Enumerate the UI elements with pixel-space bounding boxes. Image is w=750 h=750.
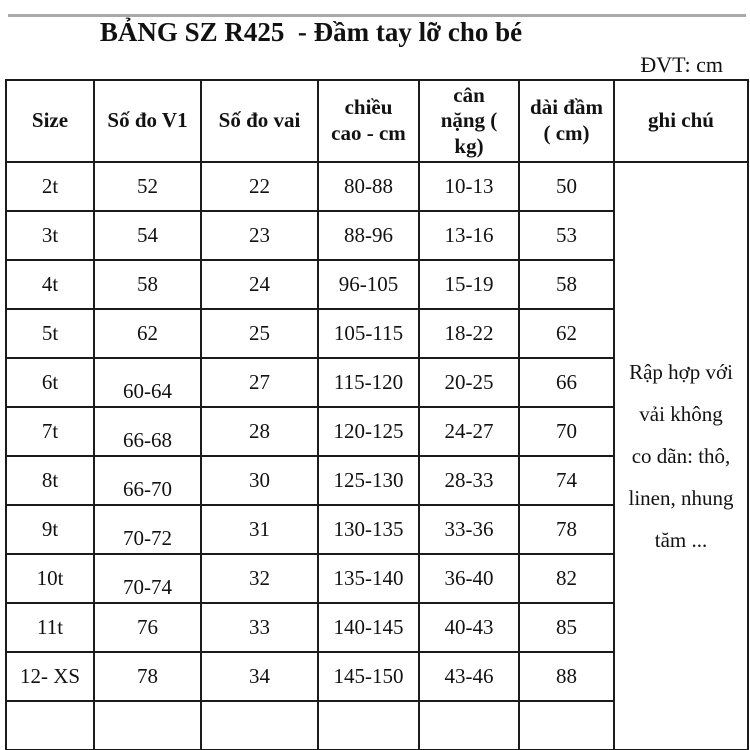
v1-cell: 62 [93, 308, 202, 359]
empty-cell [317, 700, 420, 750]
height-cell: 96-105 [317, 259, 420, 310]
col-header-notes: ghi chú [613, 79, 749, 163]
size-cell: 3t [5, 210, 95, 261]
height-cell: 88-96 [317, 210, 420, 261]
length-cell: 53 [518, 210, 615, 261]
shoulder-cell: 32 [200, 553, 319, 604]
col-header-v1: Số đo V1 [93, 79, 202, 163]
length-cell: 85 [518, 602, 615, 653]
v1-cell: 66-70 [93, 455, 202, 506]
weight-cell: 43-46 [418, 651, 520, 702]
page-title: BẢNG SZ R425 - Đầm tay lỡ cho bé [99, 17, 523, 47]
height-cell: 130-135 [317, 504, 420, 555]
weight-cell: 40-43 [418, 602, 520, 653]
height-cell: 135-140 [317, 553, 420, 604]
length-cell: 82 [518, 553, 615, 604]
shoulder-cell: 33 [200, 602, 319, 653]
height-cell: 105-115 [317, 308, 420, 359]
empty-cell [5, 700, 95, 750]
height-cell: 145-150 [317, 651, 420, 702]
height-cell: 115-120 [317, 357, 420, 408]
weight-cell: 36-40 [418, 553, 520, 604]
size-cell: 6t [5, 357, 95, 408]
shoulder-cell: 31 [200, 504, 319, 555]
table-row: 2t 52 22 80-88 10-13 50 Rập hợp với vải … [5, 161, 749, 750]
size-cell: 5t [5, 308, 95, 359]
v1-cell: 76 [93, 602, 202, 653]
weight-cell: 24-27 [418, 406, 520, 457]
table-row: 10t 70-74 32 135-140 36-40 82 [5, 553, 748, 604]
weight-cell: 13-16 [418, 210, 520, 261]
table-row: 12- XS 78 34 145-150 43-46 88 [5, 651, 748, 702]
size-cell: 9t [5, 504, 95, 555]
shoulder-cell: 22 [200, 161, 319, 212]
size-cell: 10t [5, 553, 95, 604]
col-header-weight: cân nặng ( kg) [418, 79, 520, 163]
v1-cell: 58 [93, 259, 202, 310]
weight-cell: 20-25 [418, 357, 520, 408]
height-cell: 140-145 [317, 602, 420, 653]
top-divider-line [8, 14, 746, 17]
notes-cell: Rập hợp với vải không co dãn: thô, linen… [613, 161, 749, 750]
length-cell: 58 [518, 259, 615, 310]
size-cell: 12- XS [5, 651, 95, 702]
table-row: 9t 70-72 31 130-135 33-36 78 [5, 504, 748, 555]
table-row: 8t 66-70 30 125-130 28-33 74 [5, 455, 748, 506]
shoulder-cell: 34 [200, 651, 319, 702]
v1-cell: 52 [93, 161, 202, 212]
size-cell: 4t [5, 259, 95, 310]
empty-cell [200, 700, 319, 750]
weight-cell: 18-22 [418, 308, 520, 359]
size-cell: 2t [5, 161, 95, 212]
weight-cell: 28-33 [418, 455, 520, 506]
col-header-shoulder: Số đo vai [200, 79, 319, 163]
v1-cell: 54 [93, 210, 202, 261]
height-cell: 80-88 [317, 161, 420, 212]
length-cell: 50 [518, 161, 615, 212]
col-header-dress-length: dài đầm ( cm) [518, 79, 615, 163]
shoulder-cell: 25 [200, 308, 319, 359]
size-cell: 11t [5, 602, 95, 653]
table-row: 11t 76 33 140-145 40-43 85 [5, 602, 748, 653]
col-header-size: Size [5, 79, 95, 163]
empty-cell [518, 700, 615, 750]
empty-row [5, 700, 748, 750]
v1-cell: 66-68 [93, 406, 202, 457]
weight-cell: 15-19 [418, 259, 520, 310]
empty-cell [93, 700, 202, 750]
shoulder-cell: 28 [200, 406, 319, 457]
v1-cell: 78 [93, 651, 202, 702]
table-row: 7t 66-68 28 120-125 24-27 70 [5, 406, 748, 457]
col-header-height: chiều cao - cm [317, 79, 420, 163]
header-row: Size Số đo V1 Số đo vai chiều cao - cm c… [5, 79, 749, 163]
table-row: 4t 58 24 96-105 15-19 58 [5, 259, 748, 310]
height-cell: 125-130 [317, 455, 420, 506]
shoulder-cell: 27 [200, 357, 319, 408]
weight-cell: 10-13 [418, 161, 520, 212]
size-cell: 7t [5, 406, 95, 457]
empty-cell [418, 700, 520, 750]
size-table: Size Số đo V1 Số đo vai chiều cao - cm c… [5, 79, 749, 750]
shoulder-cell: 30 [200, 455, 319, 506]
length-cell: 62 [518, 308, 615, 359]
length-cell: 70 [518, 406, 615, 457]
length-cell: 78 [518, 504, 615, 555]
table-row: 5t 62 25 105-115 18-22 62 [5, 308, 748, 359]
v1-cell: 70-74 [93, 553, 202, 604]
length-cell: 66 [518, 357, 615, 408]
unit-label: ĐVT: cm [640, 52, 723, 77]
height-cell: 120-125 [317, 406, 420, 457]
v1-cell: 60-64 [93, 357, 202, 408]
length-cell: 74 [518, 455, 615, 506]
weight-cell: 33-36 [418, 504, 520, 555]
length-cell: 88 [518, 651, 615, 702]
shoulder-cell: 23 [200, 210, 319, 261]
v1-cell: 70-72 [93, 504, 202, 555]
shoulder-cell: 24 [200, 259, 319, 310]
size-cell: 8t [5, 455, 95, 506]
table-row: 3t 54 23 88-96 13-16 53 [5, 210, 748, 261]
table-row: 6t 60-64 27 115-120 20-25 66 [5, 357, 748, 408]
